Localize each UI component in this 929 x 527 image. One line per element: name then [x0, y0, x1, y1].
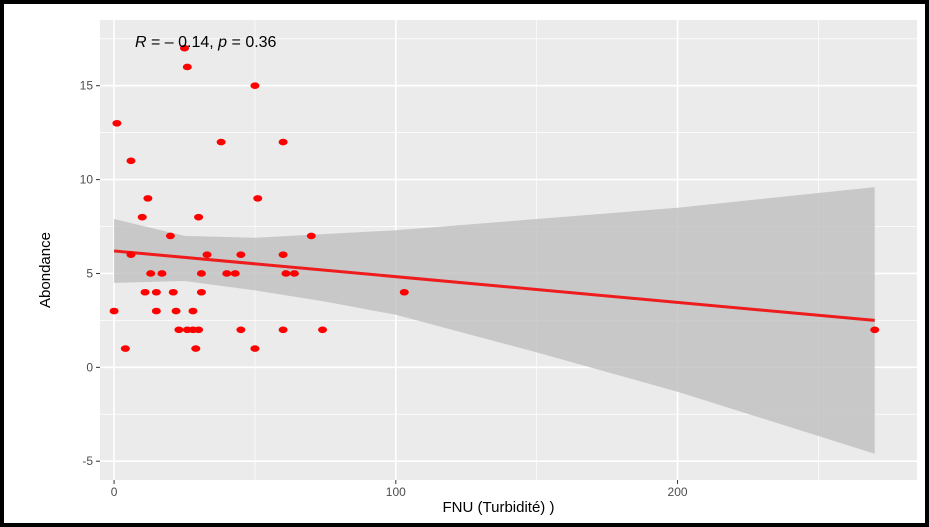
data-point [151, 307, 161, 315]
data-point [399, 288, 409, 296]
data-point [250, 82, 260, 90]
p-value: = 0.36 [227, 34, 276, 51]
data-point [174, 326, 184, 334]
data-point [137, 213, 147, 221]
data-point [289, 270, 299, 277]
data-point [171, 307, 181, 315]
data-point [253, 195, 263, 202]
r-value: = – 0.14, [147, 34, 219, 51]
data-point [230, 270, 240, 277]
data-point [236, 326, 246, 334]
y-tick-label: -5 [82, 454, 93, 468]
y-axis-ticks: -5 0 5 10 15 [80, 79, 100, 468]
data-point [180, 44, 190, 52]
data-point [870, 326, 880, 334]
y-axis-title: Abondance [37, 232, 54, 308]
data-point [278, 251, 288, 258]
data-point [196, 288, 206, 296]
data-point [112, 119, 122, 127]
p-symbol: p [217, 34, 227, 51]
y-tick-label: 10 [80, 173, 94, 187]
r-symbol: R [135, 34, 147, 51]
data-point [140, 288, 150, 296]
data-point [202, 251, 212, 258]
data-point [126, 157, 136, 165]
x-axis-title: FNU (Turbidité) ) [443, 499, 555, 516]
confidence-band [114, 187, 875, 454]
data-point [188, 307, 198, 315]
data-point [222, 270, 232, 277]
data-point [250, 345, 260, 352]
data-point [109, 307, 119, 315]
data-point [191, 345, 201, 352]
data-point [143, 195, 153, 202]
y-tick-label: 15 [80, 79, 94, 93]
x-axis-ticks: 0 100 200 [111, 480, 688, 499]
data-point [194, 213, 204, 221]
data-point [196, 270, 206, 277]
x-tick-label: 200 [668, 485, 688, 499]
data-point [182, 63, 192, 71]
data-point [146, 270, 156, 277]
data-point [236, 251, 246, 258]
data-point [157, 270, 167, 277]
data-points [109, 44, 880, 352]
data-point [151, 288, 161, 296]
data-point [194, 326, 204, 334]
data-point [306, 232, 316, 240]
data-point [281, 270, 291, 277]
data-point [165, 232, 175, 240]
y-tick-label: 0 [86, 360, 93, 374]
x-tick-label: 100 [386, 485, 406, 499]
data-point [216, 138, 226, 146]
regression-line [113, 249, 875, 322]
correlation-annotation: R = – 0.14, p = 0.36 [135, 34, 277, 51]
data-point [318, 326, 328, 334]
data-point [278, 326, 288, 334]
data-point [126, 251, 136, 258]
data-point [278, 138, 288, 146]
data-point [168, 288, 178, 296]
y-tick-label: 5 [86, 266, 93, 280]
data-point [120, 345, 130, 352]
x-tick-label: 0 [111, 485, 118, 499]
